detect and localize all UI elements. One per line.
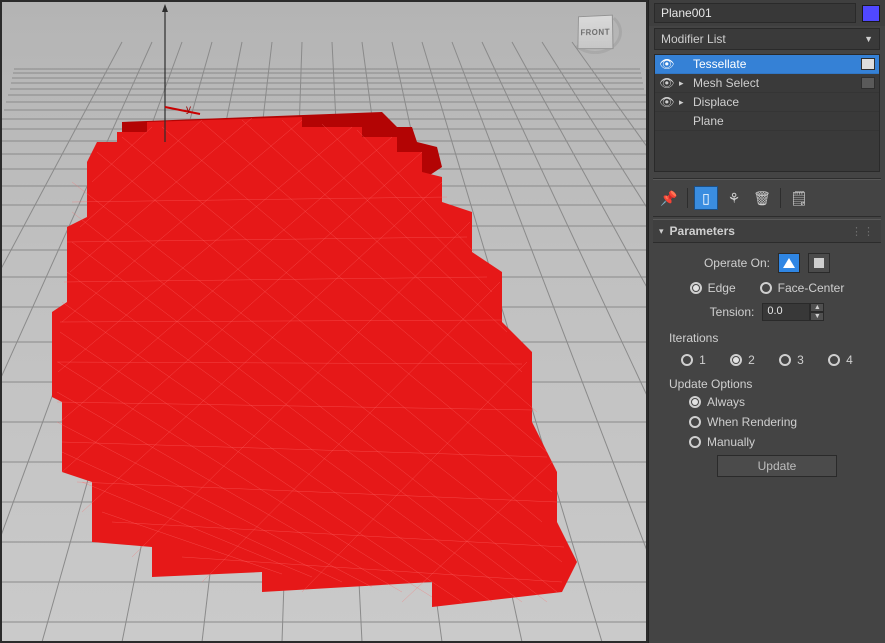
modifier-list-label: Modifier List (661, 32, 726, 46)
update-button[interactable]: Update (717, 455, 837, 477)
modifier-flag-icon[interactable] (861, 77, 875, 89)
rollout-title: Parameters (670, 224, 735, 238)
radio-icon (681, 354, 693, 366)
modifier-list-dropdown[interactable]: Modifier List ▼ (654, 28, 880, 50)
radio-face-center[interactable]: Face-Center (760, 281, 845, 295)
radio-iter-1[interactable]: 1 (681, 353, 706, 367)
modifier-row-mesh-select[interactable]: 👁 ▸ Mesh Select (655, 74, 879, 93)
modifier-row-tessellate[interactable]: 👁 Tessellate (655, 55, 879, 74)
divider (653, 216, 881, 217)
configure-sets-button[interactable]: 🗒 (787, 186, 811, 210)
update-options-section: Update Options Always When Rendering Man… (669, 377, 865, 477)
radio-icon (689, 416, 701, 428)
iterations-label: Iterations (669, 331, 865, 345)
modifier-stack[interactable]: 👁 Tessellate 👁 ▸ Mesh Select 👁 ▸ Displac… (654, 54, 880, 172)
make-unique-button[interactable]: ⚘ (722, 186, 746, 210)
radio-icon (730, 354, 742, 366)
radio-icon (779, 354, 791, 366)
radio-icon (690, 282, 702, 294)
remove-modifier-button[interactable]: 🗑 (750, 186, 774, 210)
viewcube-face[interactable]: FRONT (577, 15, 613, 50)
pin-stack-button[interactable]: 📌 (657, 186, 681, 210)
rollout-body: Operate On: Edge Face-Center (653, 243, 881, 487)
operate-on-row: Operate On: (669, 253, 865, 273)
viewport-canvas: y (2, 2, 648, 643)
spinner-arrows[interactable]: ▲▼ (810, 303, 824, 321)
operate-on-faces-button[interactable] (778, 253, 800, 273)
object-name-input[interactable] (654, 3, 856, 23)
modifier-row-plane[interactable]: Plane (655, 112, 879, 131)
chevron-down-icon: ▼ (864, 34, 873, 44)
show-end-result-button[interactable]: ▯ (694, 186, 718, 210)
tension-row: Tension: 0.0 ▲▼ (669, 303, 865, 321)
rollout-collapse-icon: ▾ (659, 226, 664, 237)
svg-text:y: y (186, 104, 191, 115)
tension-value[interactable]: 0.0 (762, 303, 810, 321)
tension-spinner[interactable]: 0.0 ▲▼ (762, 303, 824, 321)
subdivision-method-row: Edge Face-Center (669, 281, 865, 295)
modifier-flag-icon[interactable] (861, 58, 875, 70)
visibility-icon[interactable]: 👁 (659, 95, 675, 109)
command-panel: Modifier List ▼ 👁 Tessellate 👁 ▸ Mesh Se… (648, 0, 885, 643)
radio-update-rendering[interactable]: When Rendering (689, 415, 865, 429)
divider (780, 188, 781, 208)
radio-iter-3[interactable]: 3 (779, 353, 804, 367)
divider (687, 188, 688, 208)
radio-icon (760, 282, 772, 294)
modifier-stack-toolbar: 📌 ▯ ⚘ 🗑 🗒 (649, 180, 885, 216)
expand-icon[interactable]: ▸ (679, 97, 689, 108)
expand-icon[interactable]: ▸ (679, 78, 689, 89)
triangle-icon (782, 257, 796, 269)
rollout-grip-icon[interactable]: ⋮⋮ (851, 225, 875, 238)
square-icon (813, 257, 825, 269)
visibility-icon[interactable]: 👁 (659, 57, 675, 71)
object-color-swatch[interactable] (862, 5, 880, 22)
radio-iter-4[interactable]: 4 (828, 353, 853, 367)
radio-icon (828, 354, 840, 366)
iterations-row: 1 2 3 4 (669, 349, 865, 367)
object-name-row (649, 0, 885, 26)
operate-on-polys-button[interactable] (808, 253, 830, 273)
radio-edge[interactable]: Edge (690, 281, 736, 295)
rollout-header[interactable]: ▾ Parameters ⋮⋮ (653, 219, 881, 243)
visibility-icon[interactable]: 👁 (659, 76, 675, 90)
iterations-section: Iterations 1 2 3 4 (669, 331, 865, 367)
modifier-row-displace[interactable]: 👁 ▸ Displace (655, 93, 879, 112)
update-options-label: Update Options (669, 377, 865, 391)
radio-icon (689, 436, 701, 448)
viewcube[interactable]: FRONT (566, 8, 624, 56)
operate-on-label: Operate On: (704, 256, 770, 270)
radio-update-manually[interactable]: Manually (689, 435, 865, 449)
radio-icon (689, 396, 701, 408)
parameters-rollout: ▾ Parameters ⋮⋮ Operate On: Edge (653, 219, 881, 487)
radio-update-always[interactable]: Always (689, 395, 865, 409)
radio-iter-2[interactable]: 2 (730, 353, 755, 367)
tension-label: Tension: (710, 305, 755, 319)
perspective-viewport[interactable]: y FRONT (0, 0, 648, 643)
